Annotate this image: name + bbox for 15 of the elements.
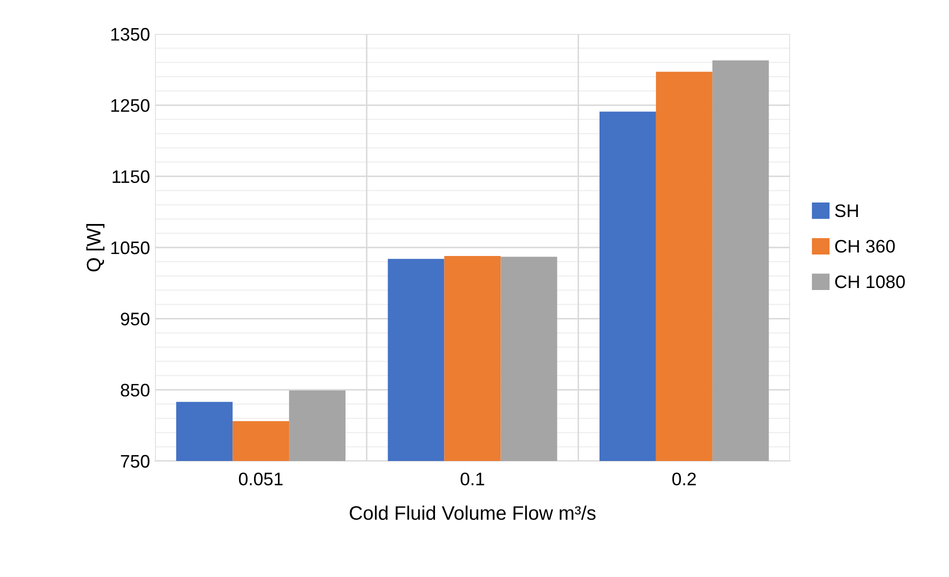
y-tick-label: 950 <box>120 312 150 326</box>
y-axis-title: Q [W] <box>86 224 104 272</box>
y-tick-label: 1150 <box>112 170 150 184</box>
x-axis-title: Cold Fluid Volume Flow m³/s <box>350 506 596 520</box>
legend-label: SH <box>835 204 858 218</box>
legend-label: CH 360 <box>835 240 895 253</box>
y-tick-label: 750 <box>120 454 150 468</box>
y-tick-label: 850 <box>120 384 150 397</box>
x-tick-label: 0.2 <box>672 472 696 486</box>
x-tick-label: 0.051 <box>238 472 283 486</box>
y-tick-label: 1050 <box>111 241 150 254</box>
y-tick-label: 1250 <box>111 99 150 112</box>
legend-label: CH 1080 <box>835 275 905 288</box>
y-tick-label: 1350 <box>111 28 150 41</box>
x-tick-label: 0.1 <box>460 472 484 486</box>
